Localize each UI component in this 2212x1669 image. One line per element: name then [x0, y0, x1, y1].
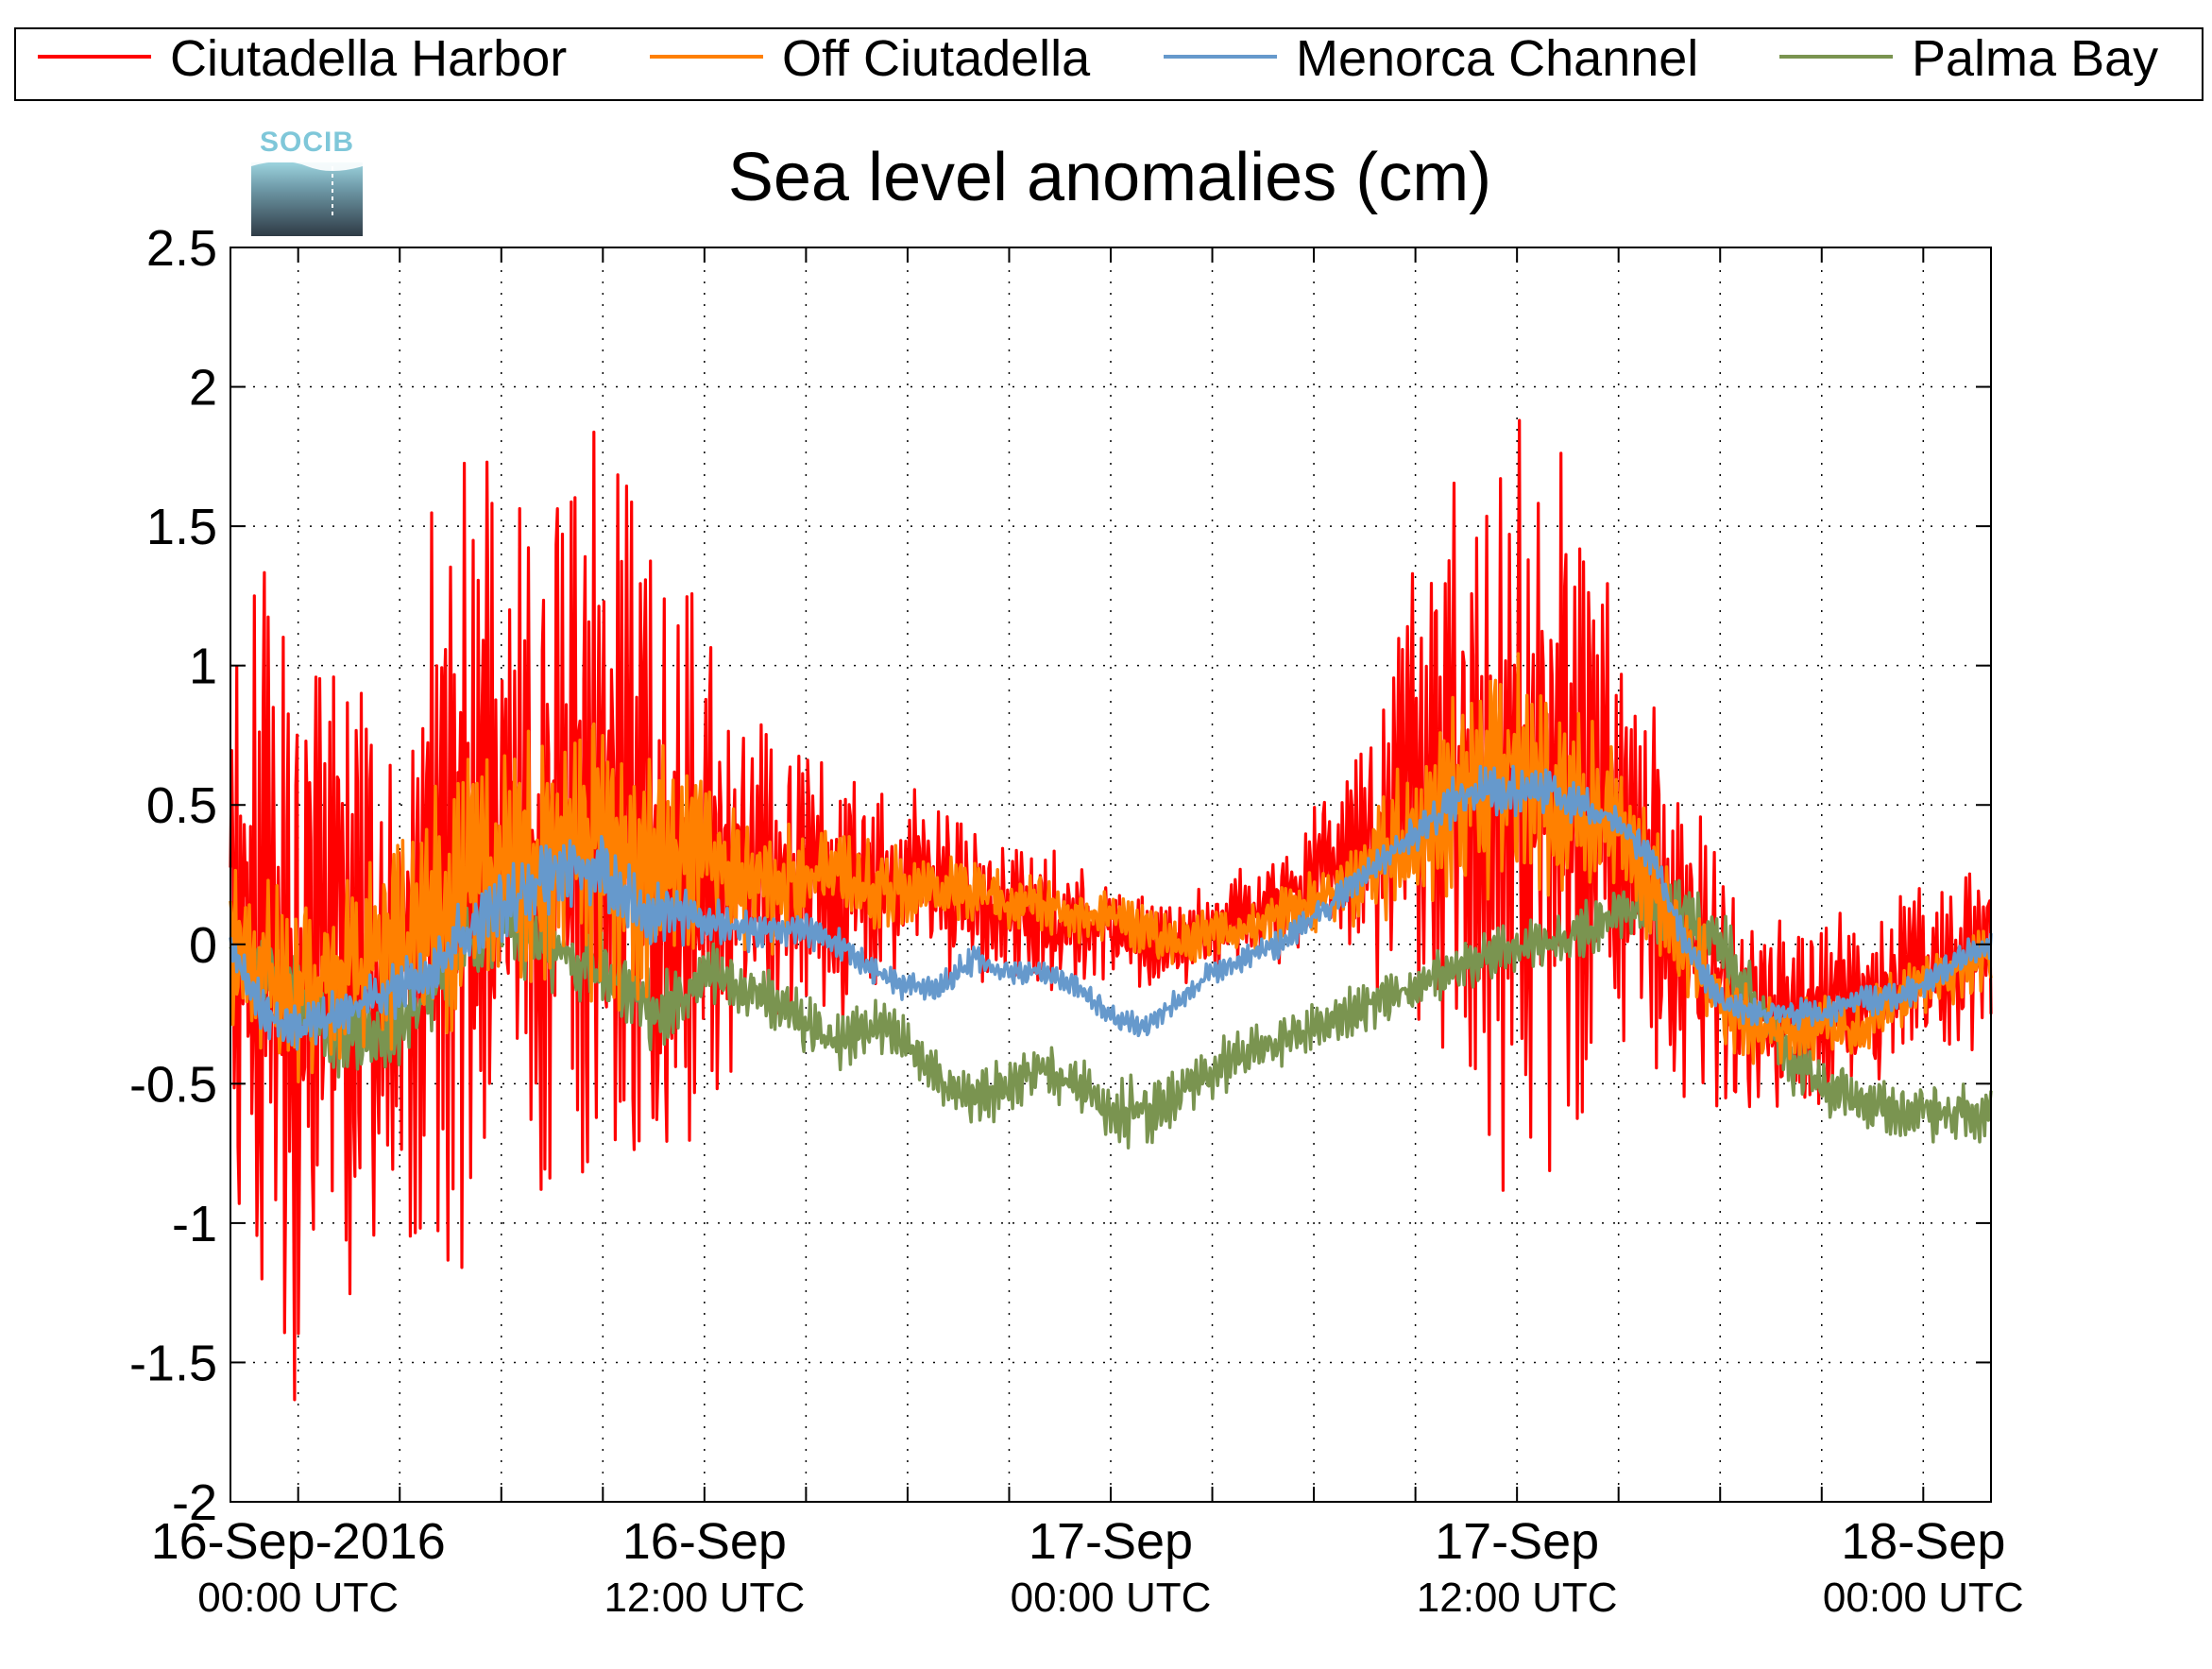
legend-item-menorca-channel: Menorca Channel: [1164, 30, 1698, 87]
legend-item-off-ciutadella: Off Ciutadella: [650, 30, 1091, 87]
legend-box: [14, 27, 2203, 101]
series-line-off-ciutadella: [229, 652, 1993, 1083]
y-tick-label: -0.5: [129, 1056, 217, 1113]
x-tick-sublabel: 00:00 UTC: [1823, 1575, 2024, 1621]
x-tick-sublabel: 12:00 UTC: [604, 1575, 805, 1621]
y-tick-label: 2: [189, 360, 217, 417]
legend-label: Ciutadella Harbor: [170, 30, 567, 87]
legend-label: Menorca Channel: [1296, 30, 1698, 87]
series-layer: [229, 418, 1993, 1402]
y-tick-label: 2.5: [146, 220, 217, 277]
legend: Ciutadella Harbor Off Ciutadella Menorca C…: [14, 27, 2203, 101]
y-tick-label: 1: [189, 639, 217, 695]
y-tick-label: 0.5: [146, 777, 217, 834]
x-tick-label: 16-Sep: [622, 1513, 787, 1570]
legend-item-palma-bay: Palma Bay: [1779, 30, 2158, 87]
legend-label: Palma Bay: [1912, 30, 2158, 87]
x-tick-label: 17-Sep: [1029, 1513, 1193, 1570]
x-tick-label: 18-Sep: [1841, 1513, 2005, 1570]
x-tick-sublabel: 12:00 UTC: [1417, 1575, 1618, 1621]
x-tick-label: 17-Sep: [1435, 1513, 1599, 1570]
x-tick-sublabel: 00:00 UTC: [197, 1575, 399, 1621]
logo-text: SOCIB: [260, 127, 354, 158]
x-tick-label: 16-Sep-2016: [151, 1513, 446, 1570]
series-line-menorca-channel: [229, 764, 1993, 1051]
y-tick-label: -2: [172, 1474, 217, 1531]
legend-items: Ciutadella Harbor Off Ciutadella Menorca C…: [38, 30, 2158, 87]
x-axis: 16-Sep-2016 00:00 UTC 16-Sep 12:00 UTC 17-Se…: [151, 247, 2024, 1621]
x-tick-sublabel: 00:00 UTC: [1011, 1575, 1212, 1621]
series-line-palma-bay: [229, 871, 1993, 1150]
y-tick-label: 1.5: [146, 499, 217, 555]
y-axis: -2 -1.5 -1 -0.5 0 0.5 1 1.5 2 2.5: [129, 220, 1991, 1531]
y-tick-label: 0: [189, 917, 217, 974]
y-tick-label: -1: [172, 1196, 217, 1252]
logo-wave: [251, 162, 363, 171]
socib-logo: SOCIB: [251, 127, 363, 236]
legend-label: Off Ciutadella: [782, 30, 1091, 87]
logo-block: [251, 162, 363, 236]
legend-item-ciutadella-harbor: Ciutadella Harbor: [38, 30, 567, 87]
chart-title: Sea level anomalies (cm): [728, 140, 1491, 215]
y-tick-label: -1.5: [129, 1335, 217, 1391]
